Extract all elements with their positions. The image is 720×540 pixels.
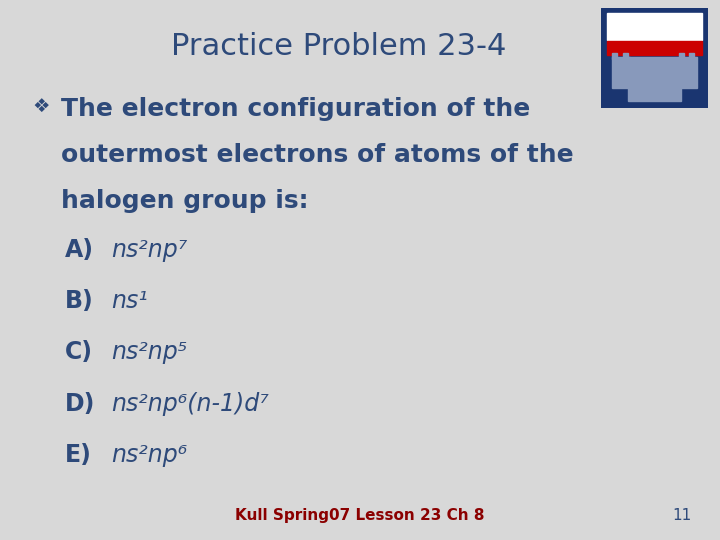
Bar [606,41,703,55]
Text: A): A) [65,238,94,261]
Bar [612,53,617,59]
Text: Practice Problem 23-4: Practice Problem 23-4 [171,32,506,62]
Bar [688,53,694,59]
Text: B): B) [65,289,94,313]
Text: Kull Spring07 Lesson 23 Ch 8: Kull Spring07 Lesson 23 Ch 8 [235,508,485,523]
Text: halogen group is:: halogen group is: [61,189,309,213]
Text: C): C) [65,340,93,364]
Bar [623,53,628,59]
Text: D): D) [65,392,95,415]
Bar [612,57,630,88]
Text: ns²np⁵: ns²np⁵ [112,340,188,364]
Text: outermost electrons of atoms of the: outermost electrons of atoms of the [61,143,574,167]
Text: The electron configuration of the: The electron configuration of the [61,97,531,121]
Text: ns²np⁶(n-1)d⁷: ns²np⁶(n-1)d⁷ [112,392,269,415]
Bar [679,57,697,88]
Text: ns²np⁶: ns²np⁶ [112,443,188,467]
Bar [606,13,703,40]
Text: ns²np⁷: ns²np⁷ [112,238,188,261]
Text: E): E) [65,443,91,467]
Text: ❖: ❖ [32,97,50,116]
Text: ns¹: ns¹ [112,289,148,313]
Bar [679,53,684,59]
Bar [628,57,681,101]
Text: 11: 11 [672,508,691,523]
